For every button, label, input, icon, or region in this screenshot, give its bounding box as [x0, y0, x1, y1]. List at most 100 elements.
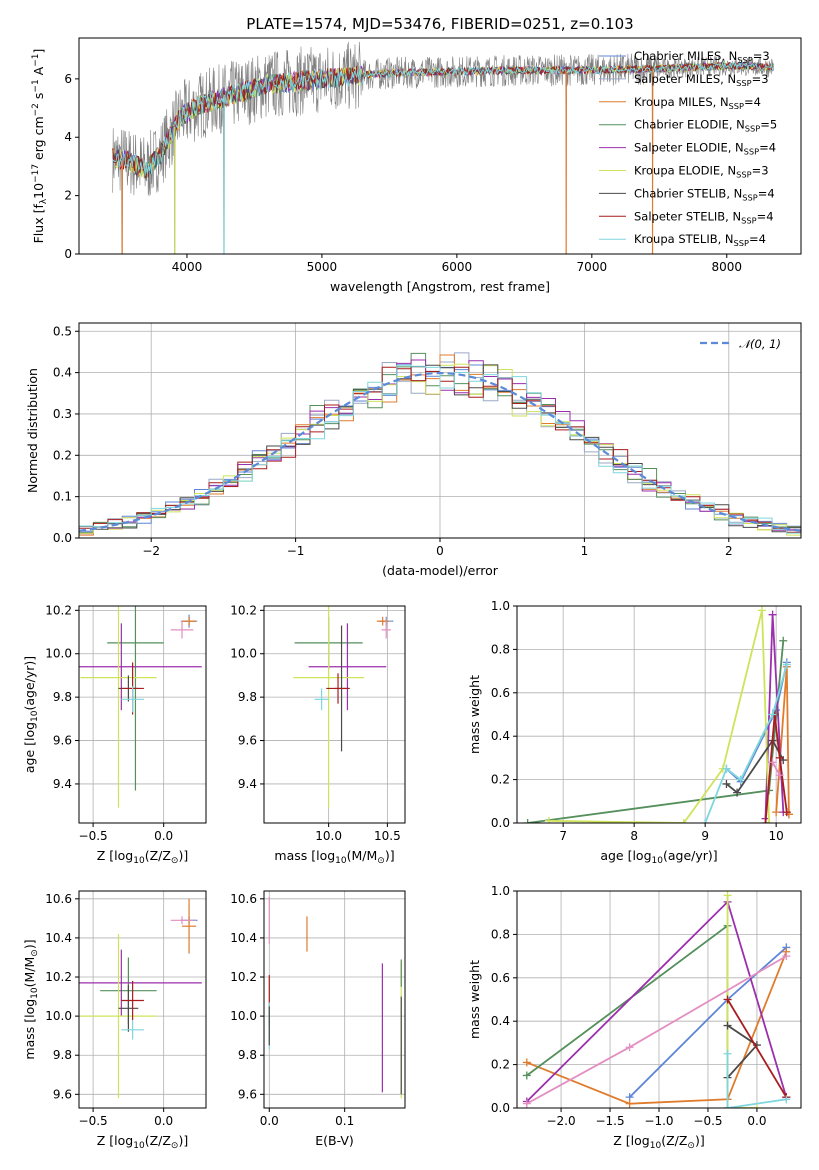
y-tick-label: 0.3 — [53, 407, 72, 421]
weight-marker — [768, 710, 777, 719]
plot-area — [79, 606, 202, 808]
legend-label: Salpeter STELIB, NSSP=4 — [634, 209, 774, 225]
y-tick-label: 0.4 — [491, 1014, 510, 1028]
y-axis-label: mass weight — [467, 960, 482, 1039]
plot-area — [268, 896, 402, 1099]
legend-label-sub: SSP — [745, 124, 760, 134]
weight-series — [527, 640, 785, 823]
legend-label-name: Chabrier ELODIE, N — [634, 118, 745, 132]
x-axis-label: Z [log10(Z/Z⊙)] — [97, 1133, 188, 1151]
panel-residuals: −2 −1 0 1 2 0.0 0.1 0.2 0.3 0.4 0.5 (data-model)/er… — [25, 322, 802, 578]
weight-marker — [723, 891, 732, 900]
plot-area — [523, 606, 793, 823]
legend-label-name: Chabrier STELIB, N — [634, 186, 742, 200]
legend-label: Kroupa MILES, NSSP=4 — [634, 95, 761, 111]
x-tick-label: −1 — [287, 544, 305, 558]
legend-label-name: Salpeter ELODIE, N — [634, 141, 744, 155]
axes-frame — [263, 605, 406, 824]
x-tick-label: 10.5 — [374, 829, 401, 843]
legend-label-sub: SSP — [744, 147, 759, 157]
x-tick-label: 8 — [630, 829, 638, 843]
y-tick-label: 0.8 — [491, 642, 510, 656]
weight-marker — [723, 1049, 732, 1058]
panel-mass-weight-vs-age: 7 8 9 10 0.0 0.2 0.4 0.6 0.8 1.0 age [log10(age/yr… — [467, 599, 802, 866]
weight-marker — [782, 808, 791, 817]
legend-label-tail: =5 — [760, 118, 777, 132]
y-axis-label: Normed distribution — [25, 368, 40, 493]
weight-marker — [765, 819, 774, 823]
weight-series — [726, 1053, 787, 1108]
y-tick-label: 6 — [64, 72, 72, 86]
y-tick-label: 2 — [64, 189, 72, 203]
weight-series — [771, 761, 781, 776]
model-spectrum — [112, 61, 774, 176]
figure-panels: 4000 5000 6000 7000 8000 0 2 4 6 wavelength [Angs… — [22, 37, 802, 1151]
weight-marker — [625, 1099, 634, 1108]
legend-label-tail: =3 — [753, 49, 770, 63]
legend-label-tail: =4 — [744, 95, 761, 109]
weight-marker — [544, 816, 553, 823]
y-tick-label: 9.6 — [238, 734, 257, 748]
legend-label-name: Kroupa STELIB, N — [634, 232, 734, 246]
weight-marker — [625, 1043, 634, 1052]
weight-marker — [733, 788, 742, 797]
legend-label: Salpeter ELODIE, NSSP=4 — [634, 141, 776, 157]
weight-marker — [522, 1099, 531, 1108]
legend-label-sub: SSP — [736, 78, 751, 88]
weight-series — [526, 951, 788, 1105]
y-tick-label: 0.6 — [491, 971, 510, 985]
x-tick-label: −0.5 — [693, 1114, 722, 1128]
y-tick-label: 0.0 — [53, 531, 72, 545]
x-tick-label: 0.1 — [335, 1114, 354, 1128]
y-tick-label: 10.4 — [230, 931, 257, 945]
weight-marker — [722, 779, 731, 788]
legend-label-tail: =4 — [758, 186, 775, 200]
legend-label-sub: SSP — [737, 55, 752, 65]
legend-label-sub: SSP — [742, 192, 757, 202]
x-tick-label: −0.5 — [79, 829, 108, 843]
panel-age-vs-mass: 10.0 10.5 9.4 9.6 9.8 10.0 10.2 mass [log10(M/M… — [230, 603, 406, 866]
y-tick-label: 9.8 — [238, 1048, 257, 1062]
x-tick-label: 0.0 — [154, 1114, 173, 1128]
legend-label-tail: =4 — [757, 209, 774, 223]
weight-marker — [723, 1104, 732, 1108]
x-axis-label: (data-model)/error — [382, 563, 499, 578]
y-axis-label: mass weight — [467, 675, 482, 754]
y-tick-label: 0.4 — [53, 366, 72, 380]
y-axis-label: mass [log10(M/M⊙)] — [22, 939, 40, 1059]
weight-marker — [722, 764, 731, 773]
legend-label-tail: =4 — [759, 141, 776, 155]
weight-marker — [779, 636, 788, 645]
x-tick-label: 2 — [725, 544, 733, 558]
weight-marker — [775, 753, 784, 762]
y-tick-label: 10.0 — [45, 1009, 72, 1023]
x-tick-label: 0.0 — [154, 829, 173, 843]
x-tick-label: 7000 — [577, 260, 608, 274]
panel-spectrum: 4000 5000 6000 7000 8000 0 2 4 6 wavelength [Angs… — [31, 37, 802, 294]
axes-frame — [516, 605, 802, 824]
weight-series — [764, 714, 788, 823]
plot-area — [112, 41, 775, 254]
x-tick-label: −1.0 — [644, 1114, 673, 1128]
weight-marker — [757, 606, 766, 615]
y-tick-label: 1.0 — [491, 599, 510, 613]
legend-label-name: Salpeter MILES, N — [634, 72, 736, 86]
weight-series — [726, 999, 788, 1098]
weight-marker — [736, 775, 745, 784]
legend-label-sub: SSP — [741, 215, 756, 225]
x-tick-label: −2.0 — [546, 1114, 575, 1128]
histogram-series — [79, 364, 801, 534]
weight-marker — [679, 819, 688, 823]
y-tick-label: 0.2 — [491, 1058, 510, 1072]
y-tick-label: 0.6 — [491, 686, 510, 700]
x-tick-label: 4000 — [172, 260, 203, 274]
y-tick-label: 0.5 — [53, 324, 72, 338]
axes-frame — [78, 605, 207, 824]
weight-marker — [761, 819, 770, 823]
legend-label: 𝒩(0, 1) — [739, 337, 781, 351]
weight-marker — [775, 771, 784, 780]
x-tick-label: 9 — [701, 829, 709, 843]
model-spectrum — [112, 60, 774, 178]
weight-series — [726, 1024, 759, 1079]
observed-spectrum — [112, 41, 775, 254]
